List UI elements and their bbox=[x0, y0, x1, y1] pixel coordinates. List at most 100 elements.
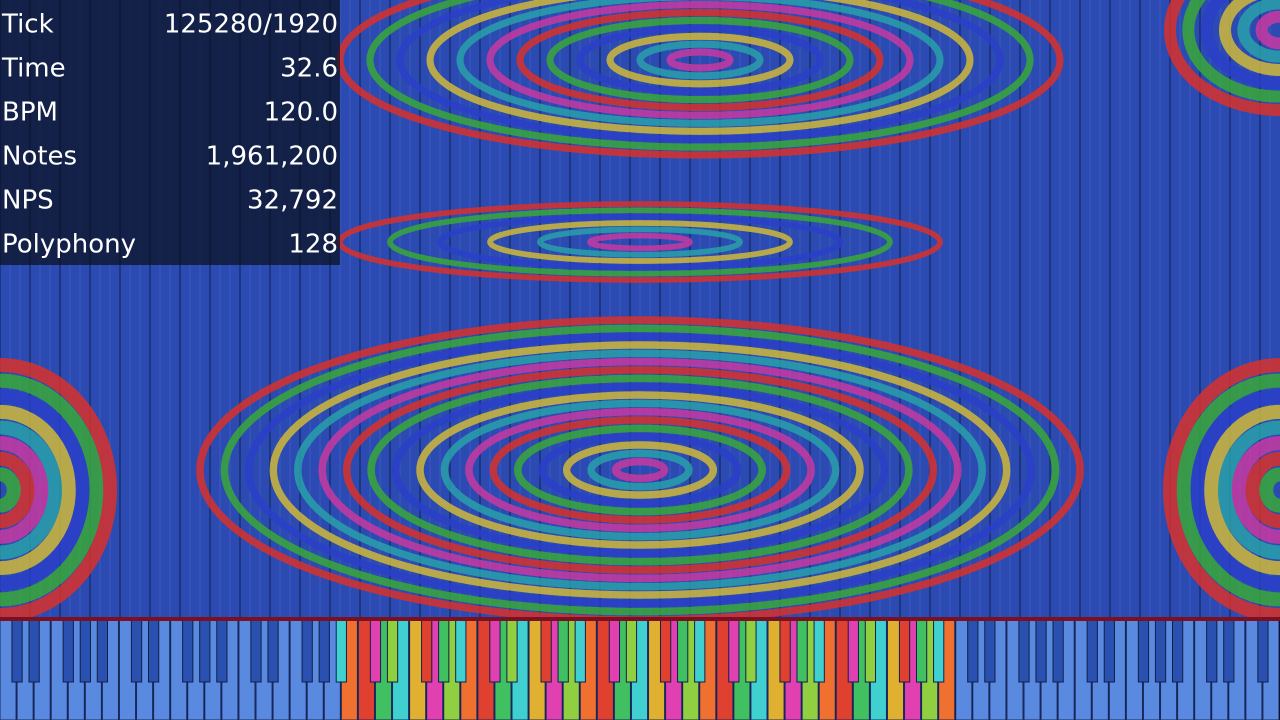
stats: Tick 125280/1920 Time 32.6 BPM 120.0 Notes 1,96… bbox=[1, 10, 338, 260]
black-key bbox=[79, 619, 91, 683]
black-key bbox=[1052, 619, 1064, 683]
stat-value: 32.6 bbox=[280, 54, 338, 84]
black-key bbox=[421, 619, 433, 683]
note-ring bbox=[587, 449, 693, 491]
note-ring bbox=[489, 416, 791, 524]
note-ring bbox=[1176, 373, 1280, 607]
black-key bbox=[489, 619, 501, 683]
note-ring bbox=[546, 16, 854, 104]
black-key bbox=[1171, 619, 1184, 683]
black-key bbox=[898, 619, 911, 683]
black-key bbox=[625, 619, 638, 683]
black-key bbox=[677, 619, 689, 683]
black-key bbox=[915, 619, 928, 683]
stat-value: 120.0 bbox=[264, 98, 338, 128]
note-ring bbox=[437, 213, 843, 271]
black-key bbox=[455, 619, 467, 683]
note-ring bbox=[576, 24, 824, 96]
note-ring bbox=[1163, 358, 1280, 620]
stat-value: 1,961,200 bbox=[206, 142, 338, 172]
note-ring bbox=[0, 358, 117, 620]
note-ring bbox=[1219, 0, 1280, 76]
stat-label: Tick bbox=[1, 10, 54, 40]
note-ring bbox=[487, 220, 793, 264]
note-ring bbox=[0, 451, 35, 529]
black-key bbox=[984, 619, 996, 683]
black-key bbox=[779, 619, 791, 683]
note-ring bbox=[611, 457, 669, 483]
note-ring bbox=[294, 349, 986, 591]
black-key bbox=[694, 619, 706, 683]
black-key bbox=[1018, 619, 1030, 683]
black-key bbox=[1103, 619, 1115, 683]
note-ring bbox=[537, 226, 743, 258]
note-ring bbox=[0, 389, 90, 591]
black-key bbox=[130, 619, 143, 683]
note-ring bbox=[196, 316, 1084, 620]
note-ring bbox=[269, 341, 1011, 599]
black-key bbox=[796, 619, 808, 683]
note-ring bbox=[416, 391, 864, 549]
note-ring bbox=[0, 373, 104, 607]
black-key bbox=[250, 619, 262, 683]
black-key bbox=[147, 619, 160, 683]
black-key bbox=[557, 619, 569, 683]
note-ring bbox=[1204, 404, 1280, 576]
note-ring bbox=[342, 366, 938, 574]
black-key bbox=[318, 619, 330, 683]
stat-label: NPS bbox=[2, 186, 54, 216]
black-key bbox=[847, 619, 859, 683]
note-ring bbox=[666, 48, 734, 72]
note-patterns bbox=[0, 0, 1280, 620]
black-key bbox=[1086, 619, 1098, 683]
note-ring bbox=[606, 32, 794, 88]
note-ring bbox=[391, 382, 889, 558]
black-key bbox=[659, 619, 672, 683]
note-ring bbox=[465, 407, 815, 533]
note-ring bbox=[1245, 451, 1280, 529]
black-key bbox=[11, 619, 23, 683]
black-key bbox=[1257, 619, 1269, 683]
black-key bbox=[386, 619, 399, 683]
black-key bbox=[1137, 619, 1150, 683]
black-key bbox=[267, 619, 279, 683]
note-ring bbox=[366, 0, 1034, 151]
black-key bbox=[608, 619, 621, 683]
black-key bbox=[864, 619, 877, 683]
stat-label: Notes bbox=[2, 142, 77, 172]
black-key bbox=[62, 619, 74, 683]
note-ring bbox=[396, 0, 1004, 143]
note-ring bbox=[636, 40, 764, 80]
black-key bbox=[301, 619, 313, 683]
note-ring bbox=[514, 424, 766, 516]
note-ring bbox=[1164, 0, 1280, 116]
stat-value: 128 bbox=[288, 230, 338, 260]
note-ring bbox=[1237, 0, 1280, 63]
black-key bbox=[745, 619, 757, 683]
note-ring bbox=[0, 436, 49, 544]
note-ring bbox=[0, 404, 76, 576]
black-key bbox=[182, 619, 194, 683]
keyboard bbox=[0, 617, 1280, 720]
note-ring bbox=[245, 332, 1035, 608]
note-ring bbox=[1259, 467, 1280, 513]
stat-value: 125280/1920 bbox=[164, 10, 338, 40]
note-ring bbox=[1231, 436, 1280, 544]
note-ring bbox=[456, 0, 944, 127]
note-ring bbox=[1190, 389, 1280, 591]
black-key bbox=[335, 619, 347, 683]
note-ring bbox=[486, 1, 914, 119]
note-ring bbox=[1217, 420, 1280, 560]
note-ring bbox=[0, 467, 21, 513]
note-ring bbox=[538, 432, 742, 508]
black-key bbox=[728, 619, 740, 683]
black-key bbox=[28, 619, 40, 683]
black-key bbox=[1223, 619, 1235, 683]
note-ring bbox=[426, 0, 974, 135]
stat-label: Time bbox=[1, 54, 66, 84]
keyboard-bar bbox=[0, 617, 1280, 621]
black-key bbox=[96, 619, 109, 683]
stat-label: BPM bbox=[2, 98, 58, 128]
black-key bbox=[506, 619, 518, 683]
